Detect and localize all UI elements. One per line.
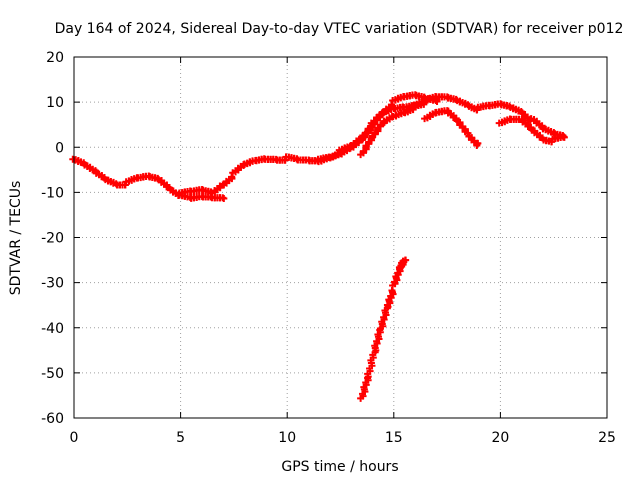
- y-axis-label: SDTVAR / TECUs: [8, 181, 24, 296]
- y-tick-label: 20: [46, 50, 64, 66]
- x-tick-label: 25: [598, 430, 616, 446]
- series-track-d: [357, 97, 430, 159]
- data-point: [402, 256, 410, 264]
- data-point: [452, 96, 460, 104]
- series-track-c: [314, 92, 568, 163]
- x-axis-label: GPS time / hours: [281, 459, 398, 475]
- data-point: [474, 139, 482, 147]
- data-point: [366, 124, 374, 132]
- plot-frame: [73, 56, 608, 419]
- x-tick-label: 20: [491, 430, 509, 446]
- y-tick-label: -10: [41, 185, 64, 201]
- data-point: [220, 194, 228, 202]
- x-tick-label: 0: [70, 430, 79, 446]
- grid: [74, 57, 607, 418]
- series-track-e: [421, 107, 482, 149]
- series-track-f: [495, 115, 568, 146]
- y-tick-label: -20: [41, 231, 64, 247]
- data-point: [560, 133, 568, 141]
- data-points: [69, 91, 568, 402]
- series-track-a: [69, 91, 441, 200]
- series-track-b: [175, 191, 228, 202]
- chart-title: Day 164 of 2024, Sidereal Day-to-day VTE…: [55, 21, 624, 37]
- data-point: [505, 102, 513, 110]
- y-tick-label: -50: [41, 366, 64, 382]
- data-point: [228, 173, 236, 181]
- x-tick-label: 5: [176, 430, 185, 446]
- y-tick-label: 10: [46, 95, 64, 111]
- y-tick-label: -40: [41, 321, 64, 337]
- y-tick-label: 0: [55, 140, 64, 156]
- x-tick-label: 10: [278, 430, 296, 446]
- series-track-g: [357, 256, 410, 402]
- data-point: [422, 97, 430, 105]
- data-point: [409, 105, 417, 113]
- y-tick-label: -60: [41, 411, 64, 427]
- data-point: [154, 175, 162, 183]
- ticks: 0 5 10 15 20 25 -60 -50 -40 -30 -20 -10 0 10 20: [41, 50, 616, 446]
- x-tick-label: 15: [385, 430, 403, 446]
- y-tick-label: -30: [41, 276, 64, 292]
